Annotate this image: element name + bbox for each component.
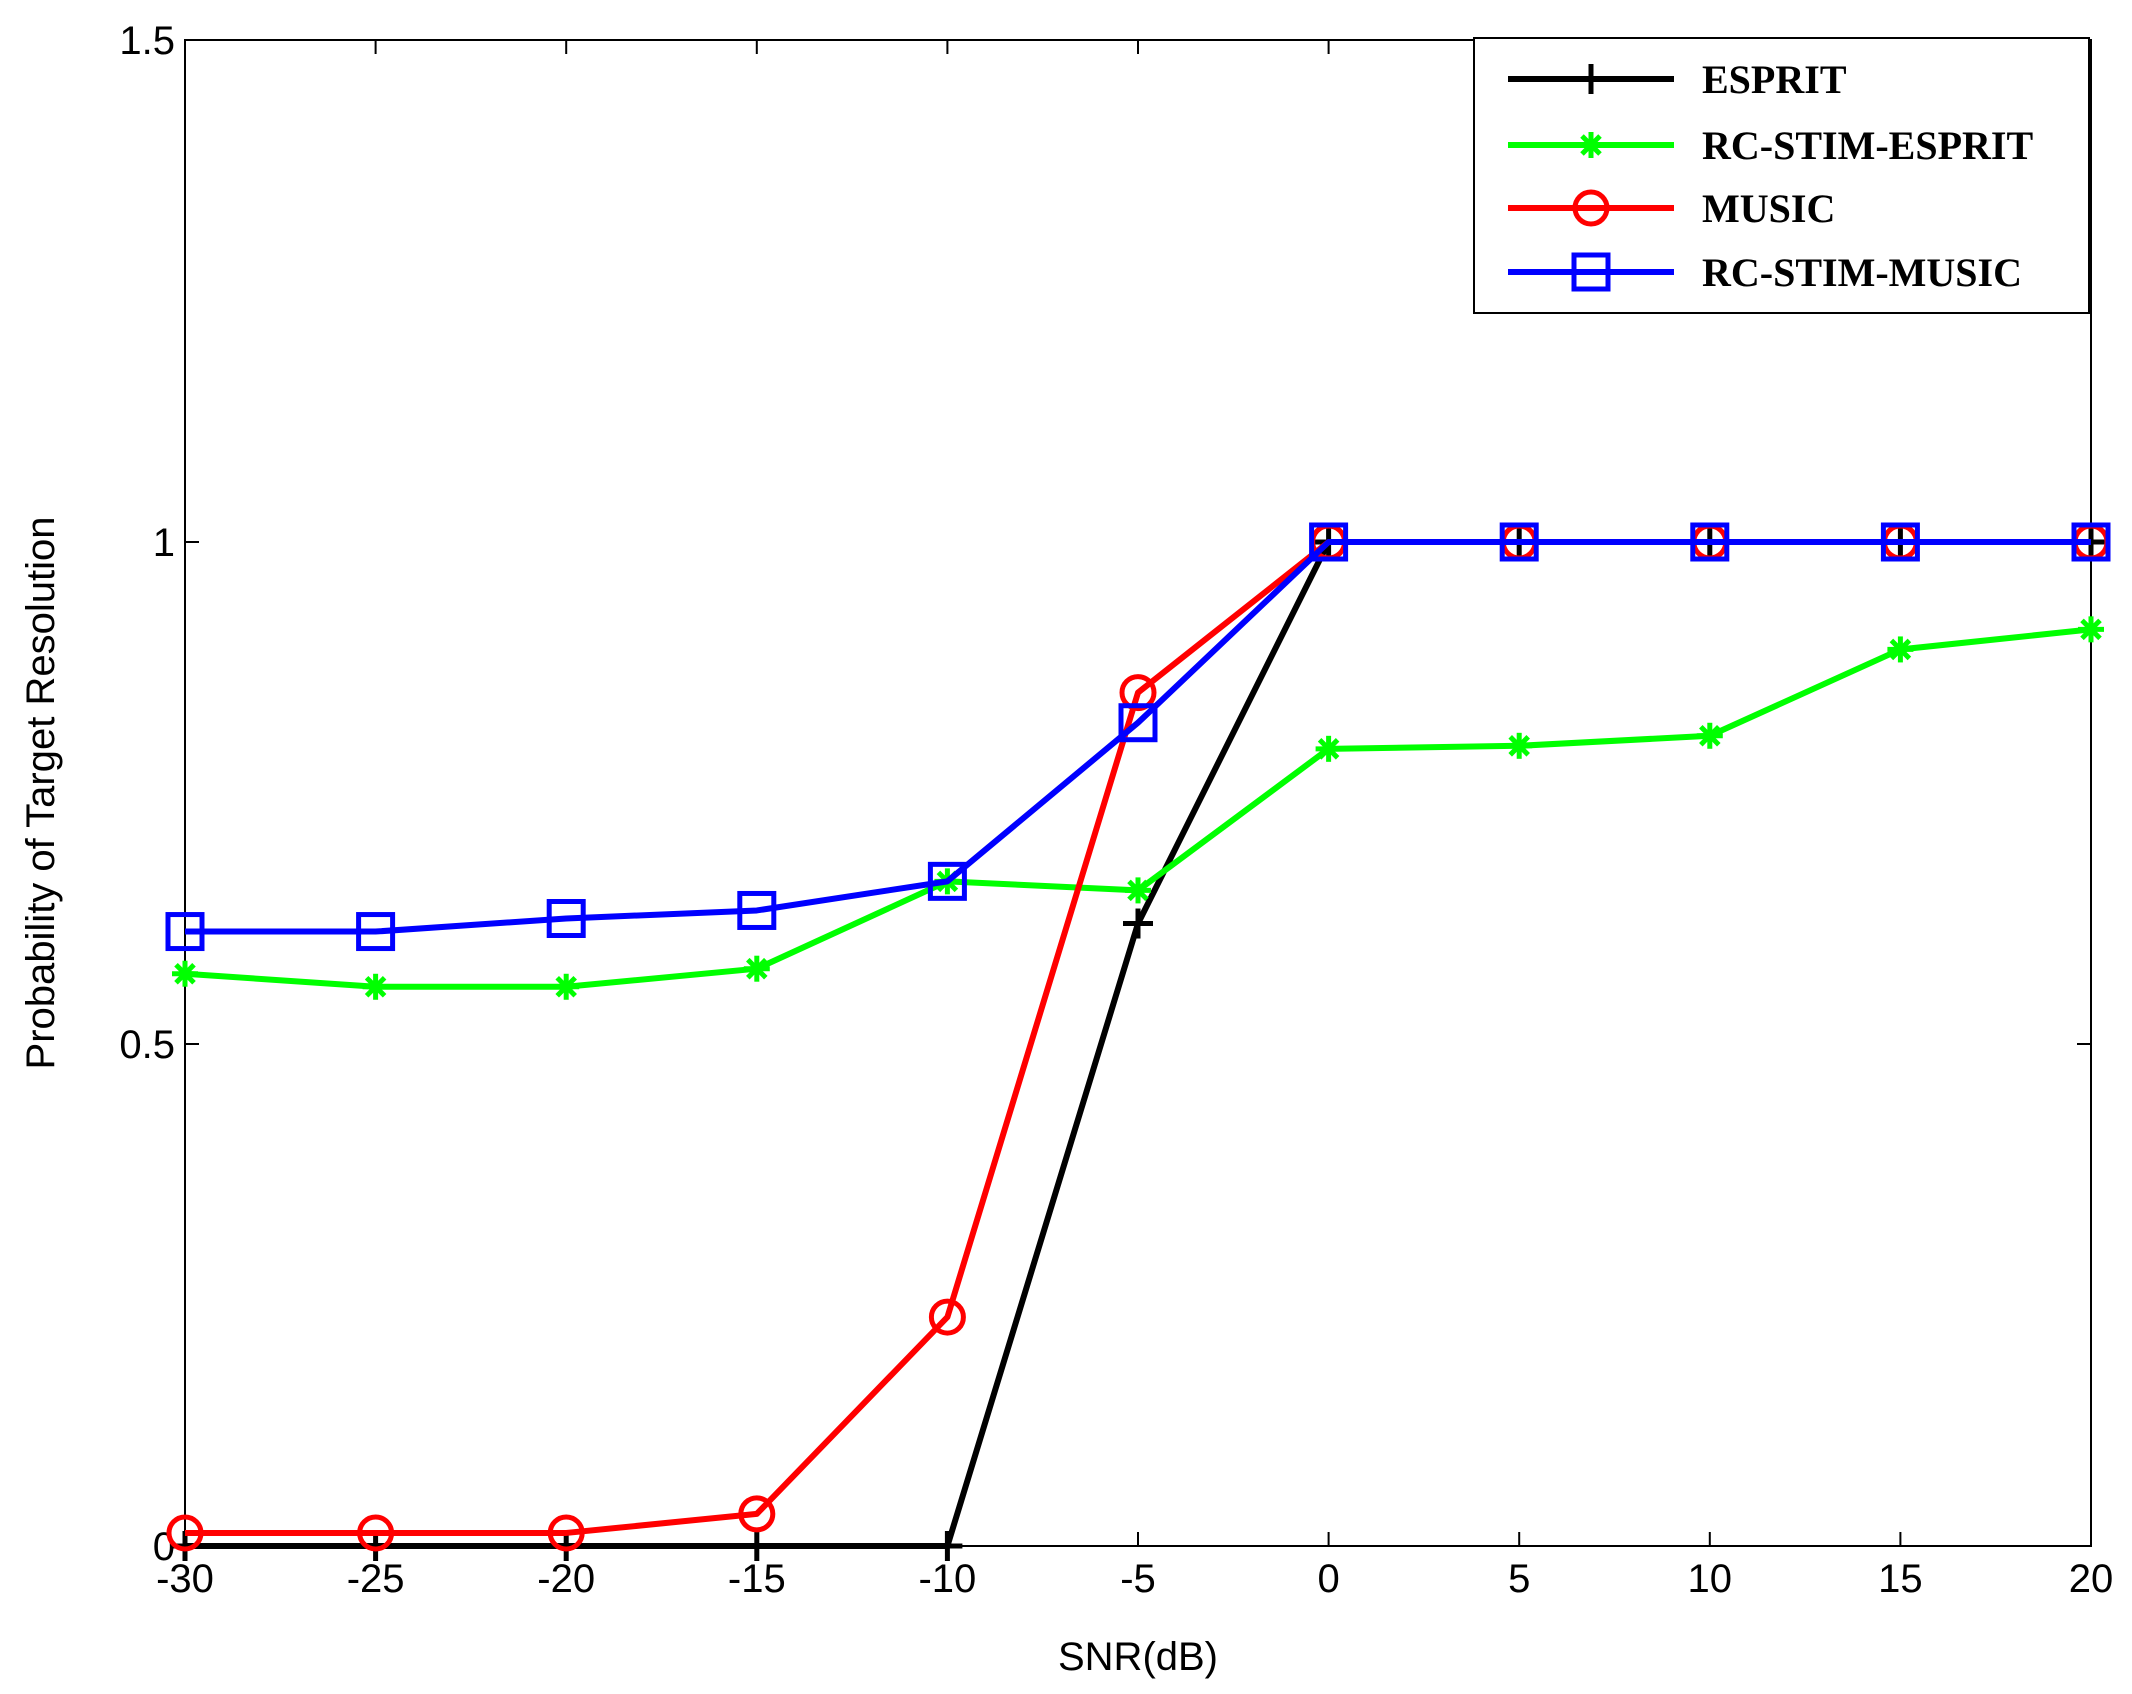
data-point-rc-stim-esprit bbox=[1506, 732, 1533, 759]
legend-marker bbox=[1576, 64, 1606, 94]
x-tick-label: 15 bbox=[1878, 1557, 1923, 1601]
data-point-rc-stim-esprit bbox=[1125, 877, 1151, 904]
legend-label: MUSIC bbox=[1702, 186, 1835, 231]
legend: ESPRIT RC-STIM-ESPRIT MUSIC RC-STIM-MUSIC bbox=[1473, 37, 2090, 314]
data-point-rc-stim-music bbox=[546, 899, 586, 938]
data-point-rc-stim-music bbox=[356, 912, 396, 952]
x-tick-label: 10 bbox=[1688, 1557, 1733, 1601]
legend-label: ESPRIT bbox=[1702, 57, 1847, 102]
x-tick-label: -30 bbox=[156, 1557, 214, 1601]
data-point-rc-stim-esprit bbox=[1315, 735, 1342, 762]
legend-entry-esprit: ESPRIT bbox=[1508, 57, 1847, 102]
y-tick-label: 1.5 bbox=[119, 19, 175, 63]
data-point-rc-stim-music bbox=[1690, 522, 1730, 562]
data-point-esprit bbox=[1123, 908, 1153, 939]
legend-entry-rc-stim-esprit: RC-STIM-ESPRIT bbox=[1508, 123, 2033, 168]
x-tick-label: -25 bbox=[347, 1557, 405, 1601]
legend-marker bbox=[1571, 252, 1611, 292]
data-point-rc-stim-music bbox=[2071, 522, 2111, 562]
legend-marker bbox=[1578, 132, 1604, 158]
x-tick-label: -5 bbox=[1120, 1557, 1156, 1601]
x-tick-label: 20 bbox=[2069, 1557, 2114, 1601]
data-point-music bbox=[928, 1298, 966, 1336]
data-point-rc-stim-esprit bbox=[1696, 722, 1723, 749]
legend-label: RC-STIM-ESPRIT bbox=[1702, 123, 2033, 168]
data-point-rc-stim-esprit bbox=[172, 960, 198, 987]
data-point-rc-stim-music bbox=[737, 890, 777, 930]
legend-entry-music: MUSIC bbox=[1508, 186, 1835, 231]
x-tick-labels: -30 -25 -20 -15 -10 -5 0 5 10 15 20 bbox=[156, 1557, 2113, 1601]
x-tick-label: 0 bbox=[1317, 1557, 1339, 1601]
series-line-rc-stim-music bbox=[185, 539, 2091, 935]
data-point-music bbox=[166, 1514, 204, 1552]
data-point-music bbox=[738, 1495, 776, 1533]
legend-marker bbox=[1572, 189, 1610, 227]
data-point-rc-stim-music bbox=[927, 861, 967, 901]
x-tick-label: -20 bbox=[537, 1557, 595, 1601]
data-point-esprit bbox=[932, 1531, 963, 1561]
data-point-rc-stim-music bbox=[1880, 522, 1920, 562]
data-point-music bbox=[357, 1514, 395, 1552]
data-point-rc-stim-music bbox=[1309, 522, 1349, 562]
x-tick-label: -15 bbox=[728, 1557, 786, 1601]
series-rc-stim-esprit bbox=[172, 616, 2104, 1000]
data-point-esprit bbox=[741, 1531, 772, 1561]
data-point-rc-stim-esprit bbox=[553, 973, 580, 1000]
data-point-rc-stim-music bbox=[1499, 522, 1539, 562]
y-tick-label: 0.5 bbox=[119, 1023, 175, 1067]
data-point-rc-stim-esprit bbox=[362, 973, 389, 1000]
data-point-music bbox=[547, 1514, 585, 1552]
data-point-rc-stim-esprit bbox=[2078, 616, 2104, 643]
x-axis-label: SNR(dB) bbox=[1058, 1635, 1218, 1679]
data-point-rc-stim-music bbox=[1118, 703, 1158, 743]
y-axis-label: Probability of Target Resolution bbox=[19, 517, 63, 1070]
legend-entry-rc-stim-music: RC-STIM-MUSIC bbox=[1508, 250, 2022, 295]
data-point-rc-stim-esprit bbox=[743, 955, 770, 982]
legend-label: RC-STIM-MUSIC bbox=[1702, 250, 2022, 295]
data-point-rc-stim-esprit bbox=[1887, 636, 1914, 663]
data-point-rc-stim-music bbox=[165, 912, 205, 952]
y-tick-labels: 00.511.5 bbox=[119, 19, 175, 1569]
series-rc-stim-music bbox=[165, 522, 2111, 952]
series-layer bbox=[165, 522, 2111, 1561]
data-point-music bbox=[1119, 674, 1157, 712]
x-tick-label: 5 bbox=[1508, 1557, 1530, 1601]
y-tick-label: 1 bbox=[153, 521, 175, 565]
legend-entries: ESPRIT RC-STIM-ESPRIT MUSIC RC-STIM-MUSIC bbox=[1508, 57, 2033, 295]
x-tick-label: -10 bbox=[918, 1557, 976, 1601]
